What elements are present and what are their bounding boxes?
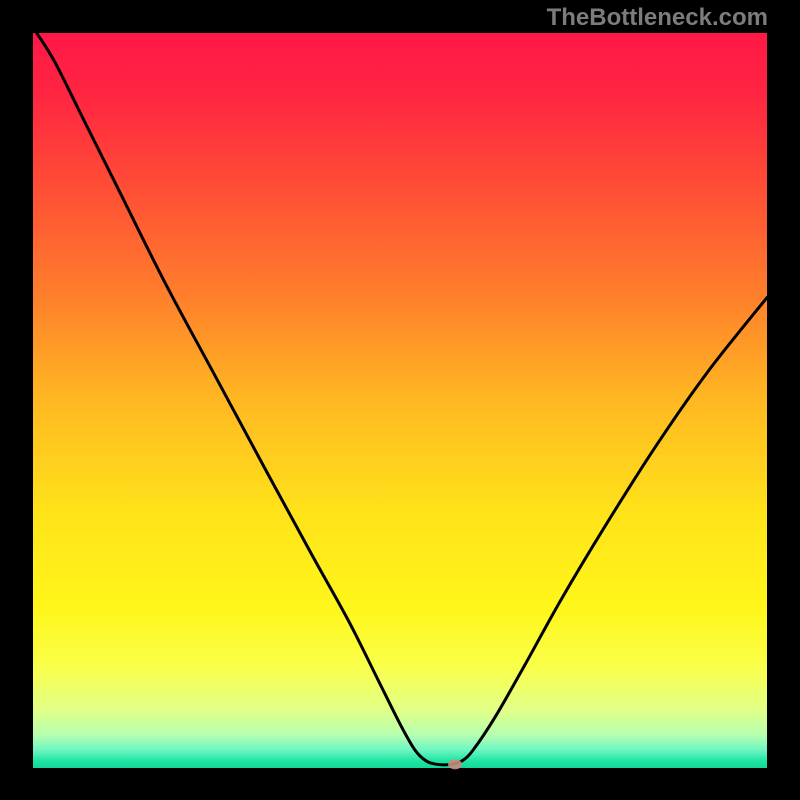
v-curve-path (37, 33, 767, 765)
min-marker (448, 759, 462, 769)
watermark-text: TheBottleneck.com (547, 4, 768, 32)
plot-background (33, 33, 767, 768)
bottleneck-curve (0, 0, 800, 800)
